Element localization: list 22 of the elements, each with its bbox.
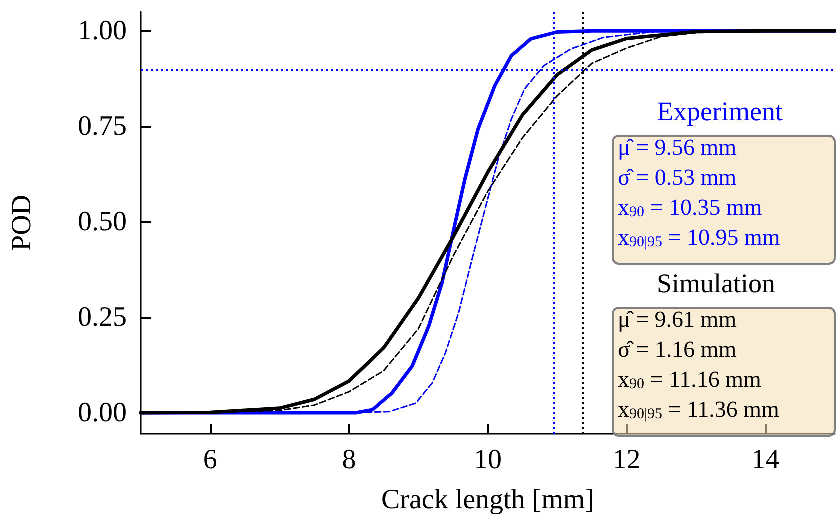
annotation: μ̂ = 9.56 mm: [618, 135, 737, 160]
y-tick-label: 0.75: [78, 111, 127, 142]
annotation: x90|95 = 10.95 mm: [618, 225, 780, 250]
annotation: σ̂ = 0.53 mm: [618, 165, 737, 190]
x-tick-label: 10: [474, 444, 502, 476]
y-tick-label: 0.50: [78, 206, 127, 238]
annotation: Simulation: [657, 268, 776, 298]
y-tick-label: 0.00: [78, 397, 127, 428]
annotation: μ̂ = 9.61 mm: [618, 307, 737, 332]
x-tick-label: 8: [342, 444, 356, 476]
annotation: x90|95 = 11.36 mm: [618, 397, 780, 422]
x-tick-label: 14: [752, 444, 780, 476]
x-axis-title: Crack length [mm]: [381, 484, 595, 516]
annotation: σ̂ = 1.16 mm: [618, 337, 737, 362]
x-tick-label: 12: [612, 444, 641, 476]
annotation: Experiment: [657, 96, 784, 126]
annotation: x90 = 10.35 mm: [618, 195, 762, 220]
y-tick-label: 0.25: [78, 302, 127, 334]
y-axis-title: POD: [6, 194, 38, 252]
annotation: x90 = 11.16 mm: [618, 367, 762, 392]
y-tick-label: 1.00: [78, 16, 127, 47]
x-tick-label: 6: [203, 444, 218, 476]
